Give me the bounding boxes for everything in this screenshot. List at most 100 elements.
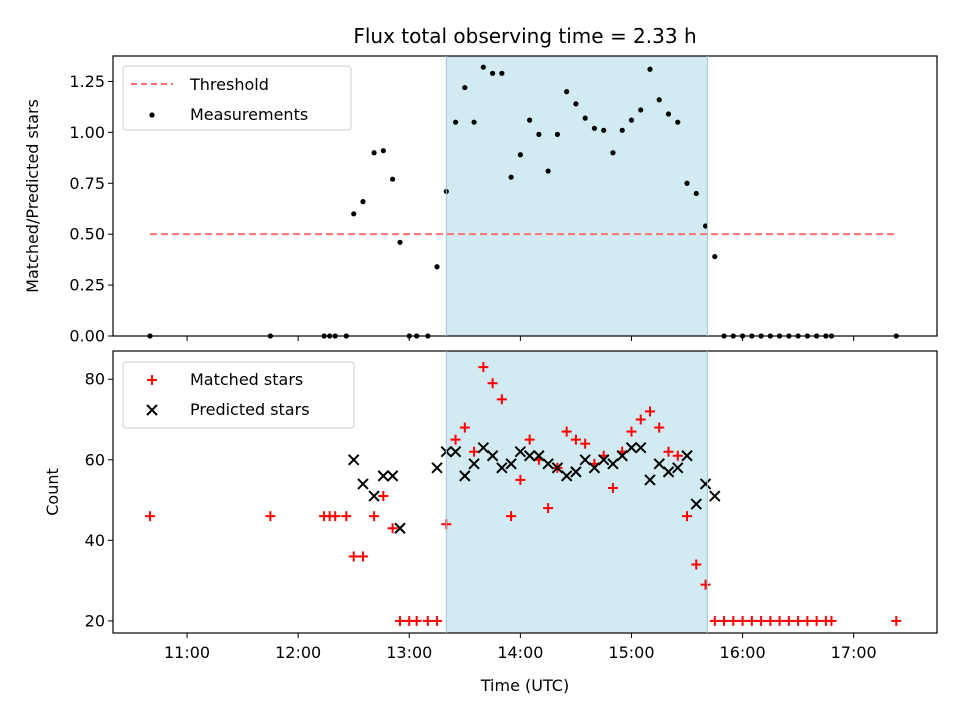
matched-star-point [487, 378, 498, 389]
measurement-point [647, 66, 653, 72]
top-legend-box [122, 65, 352, 131]
matched-star-point [411, 615, 422, 626]
predicted-star-point [357, 478, 369, 490]
predicted-star-point [709, 490, 721, 502]
predicted-star-point [496, 462, 508, 474]
matched-star-point [524, 434, 535, 445]
predicted-star-point [348, 454, 360, 466]
matched-star-point [626, 426, 637, 437]
y-tick-label: 0.50 [69, 225, 105, 244]
matched-star-point [826, 615, 837, 626]
top-y-axis-label: Matched/Predicted stars [23, 99, 42, 293]
predicted-star-point [368, 490, 380, 502]
matched-star-point [719, 615, 730, 626]
matched-star-point [357, 551, 368, 562]
matched-star-point [682, 511, 693, 522]
predicted-star-point [505, 458, 517, 470]
y-tick-label: 0.75 [69, 174, 105, 193]
measurement-point [517, 152, 523, 158]
measurement-point [545, 168, 551, 174]
x-tick-label: 13:00 [386, 643, 432, 662]
predicted-star-point [386, 470, 399, 482]
y-tick-label: 1.25 [69, 72, 105, 91]
predicted-star-point [690, 498, 702, 510]
matched-star-point [369, 511, 380, 522]
legend-threshold-label: Threshold [189, 75, 269, 94]
matched-star-point [341, 511, 352, 522]
matched-star-point [802, 615, 813, 626]
x-tick-label: 15:00 [608, 643, 654, 662]
matched-star-point [395, 615, 406, 626]
predicted-star-point [616, 450, 628, 462]
y-tick-label: 1.00 [69, 123, 105, 142]
measurement-point [371, 150, 377, 156]
predicted-star-point [625, 441, 638, 454]
matched-star-point [746, 615, 757, 626]
matched-star-point [765, 615, 776, 626]
measurement-point [527, 117, 533, 123]
measurement-point [499, 70, 505, 76]
y-tick-label: 0.25 [69, 276, 105, 295]
matched-star-point [793, 615, 804, 626]
matched-star-point [469, 446, 480, 457]
matched-star-point [496, 394, 507, 405]
matched-star-point [728, 615, 739, 626]
predicted-star-point [597, 454, 610, 466]
predicted-star-point [681, 450, 693, 462]
x-axis-label: Time (UTC) [480, 676, 569, 695]
predicted-star-point [459, 470, 471, 482]
measurement-point [628, 117, 635, 123]
matched-star-point [644, 406, 655, 417]
y-tick-label: 20 [85, 611, 105, 630]
measurement-point [554, 131, 561, 137]
legend-predicted-swatch [146, 404, 158, 416]
matched-star-point [506, 511, 517, 522]
measurement-point [656, 97, 662, 103]
matched-star-point [663, 446, 674, 457]
matched-star-point [691, 559, 702, 570]
measurement-point [480, 64, 486, 70]
y-tick-label: 40 [85, 531, 105, 550]
matched-star-point [422, 615, 433, 626]
matched-star-point [700, 579, 711, 590]
predicted-star-point [607, 458, 619, 470]
x-tick-label: 14:00 [497, 643, 543, 662]
predicted-star-point [377, 470, 390, 482]
matched-star-point [891, 615, 902, 626]
measurement-point [380, 148, 386, 154]
measurement-point [601, 127, 607, 133]
predicted-star-point [551, 462, 564, 474]
predicted-star-point [514, 446, 527, 458]
top-x-ticks [186, 336, 855, 341]
measurement-point [591, 125, 598, 131]
measurement-point [462, 84, 468, 91]
top-axes-frame [112, 55, 938, 337]
measurement-point [452, 119, 459, 125]
measurement-point [397, 239, 403, 245]
measurement-point [471, 119, 477, 125]
predicted-star-point [635, 441, 647, 454]
matched-star-point [580, 438, 591, 449]
x-tick-label: 17:00 [831, 643, 877, 662]
predicted-star-point [394, 522, 406, 534]
predicted-star-point [533, 450, 545, 462]
measurement-point [536, 131, 542, 137]
measurement-point [434, 264, 440, 270]
measurement-point [684, 180, 690, 186]
legend-x-marker [146, 404, 158, 416]
x-tick-label: 11:00 [164, 643, 210, 662]
measurement-point [638, 107, 644, 113]
predicted-star-point [560, 470, 573, 482]
bottom-x-ticks: 11:00 12:00 13:00 14:00 15:00 16:00 17:00 [164, 633, 877, 662]
measurement-point [693, 190, 699, 197]
chart-title: Flux total observing time = 2.33 h [353, 24, 696, 48]
matched-star-point [378, 491, 389, 502]
measurement-point [351, 211, 357, 217]
measurement-point [564, 89, 570, 95]
top-legend: Threshold Measurements [122, 65, 352, 131]
measurement-point [582, 115, 588, 121]
measurement-point [390, 176, 396, 182]
matched-star-point [635, 414, 646, 425]
matched-star-point [570, 434, 581, 445]
